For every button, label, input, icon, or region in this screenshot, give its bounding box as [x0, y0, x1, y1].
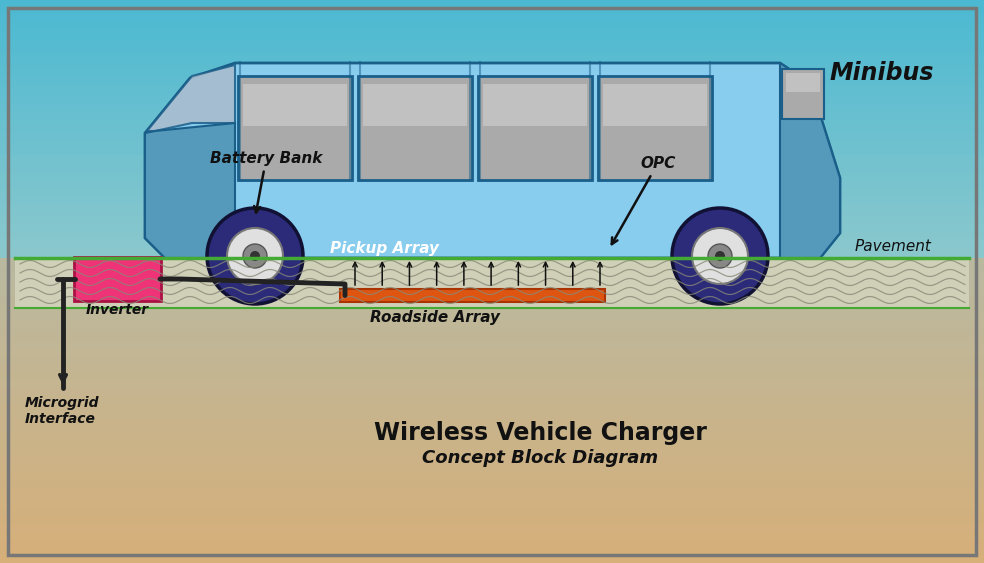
FancyBboxPatch shape	[243, 84, 347, 126]
Circle shape	[672, 208, 768, 304]
Circle shape	[250, 251, 260, 261]
Polygon shape	[147, 65, 235, 131]
Text: OPC: OPC	[612, 156, 675, 244]
Polygon shape	[145, 123, 235, 258]
Text: Pavement: Pavement	[855, 239, 932, 254]
Circle shape	[715, 251, 725, 261]
FancyBboxPatch shape	[786, 73, 820, 92]
Text: Concept Block Diagram: Concept Block Diagram	[422, 449, 658, 467]
FancyBboxPatch shape	[340, 289, 605, 302]
FancyBboxPatch shape	[478, 76, 592, 180]
FancyBboxPatch shape	[598, 76, 712, 180]
FancyBboxPatch shape	[782, 69, 824, 119]
FancyBboxPatch shape	[358, 76, 472, 180]
Circle shape	[692, 228, 748, 284]
FancyBboxPatch shape	[603, 84, 707, 126]
Circle shape	[227, 228, 283, 284]
Polygon shape	[145, 63, 840, 258]
Text: Microgrid
Interface: Microgrid Interface	[25, 396, 99, 426]
FancyBboxPatch shape	[363, 84, 467, 126]
FancyBboxPatch shape	[601, 242, 617, 257]
Polygon shape	[780, 63, 840, 258]
Circle shape	[243, 244, 267, 268]
FancyBboxPatch shape	[483, 84, 587, 126]
Circle shape	[708, 244, 732, 268]
FancyBboxPatch shape	[15, 258, 969, 308]
Text: Inverter: Inverter	[86, 303, 149, 317]
Text: Wireless Vehicle Charger: Wireless Vehicle Charger	[374, 421, 707, 445]
Text: Battery Bank: Battery Bank	[210, 151, 323, 212]
FancyBboxPatch shape	[238, 76, 352, 180]
Text: Pickup Array: Pickup Array	[330, 242, 439, 257]
FancyBboxPatch shape	[74, 257, 161, 301]
Circle shape	[207, 208, 303, 304]
Text: Roadside Array: Roadside Array	[370, 310, 500, 325]
FancyBboxPatch shape	[315, 240, 600, 258]
Text: Minibus: Minibus	[830, 61, 935, 85]
